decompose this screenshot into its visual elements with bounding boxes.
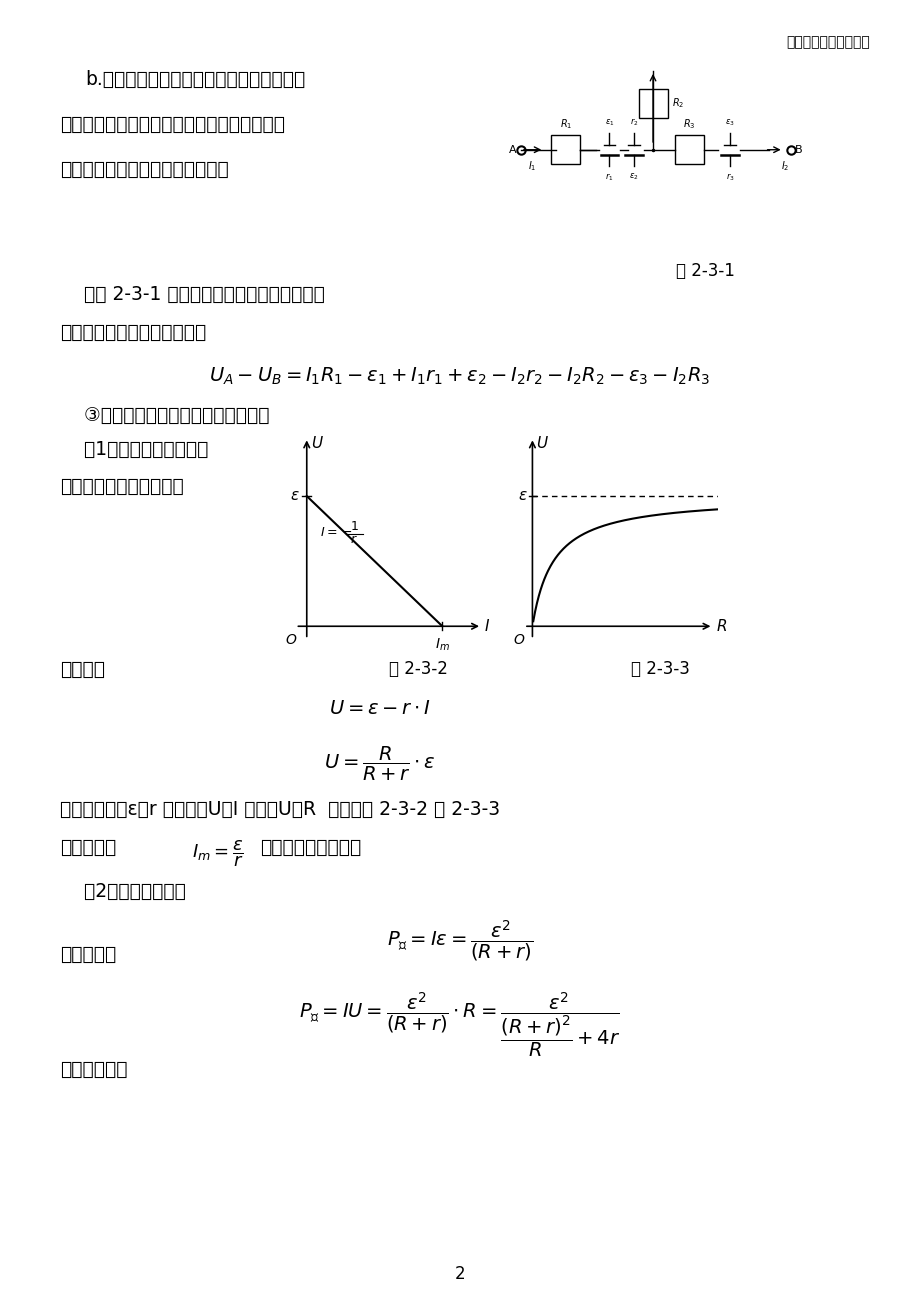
Text: $I_m = \dfrac{\varepsilon}{r}$: $I_m = \dfrac{\varepsilon}{r}$: [192, 838, 244, 868]
Bar: [674, 135, 703, 164]
Text: $R$: $R$: [715, 618, 726, 634]
Text: 2: 2: [454, 1266, 465, 1282]
Text: 如图 2-3-1 所示，对某电路的一部分，由一: 如图 2-3-1 所示，对某电路的一部分，由一: [60, 285, 324, 303]
Text: ③闭合电路欧姆定律和电源输出功率: ③闭合电路欧姆定律和电源输出功率: [60, 406, 269, 424]
Text: $I_2$: $I_2$: [780, 159, 789, 173]
Bar: [638, 89, 667, 117]
Text: 图 2-3-1: 图 2-3-1: [675, 262, 733, 280]
Text: 图 2-3-2: 图 2-3-2: [388, 660, 447, 678]
Text: $U$: $U$: [535, 435, 548, 450]
Text: 高中物理精品教案学案: 高中物理精品教案学案: [786, 35, 869, 49]
Text: 电源的功率: 电源的功率: [60, 945, 116, 963]
Text: 〈1〉闭合电路欧姆定律: 〈1〉闭合电路欧姆定律: [60, 440, 208, 460]
Text: $R_1$: $R_1$: [559, 117, 572, 130]
Text: $\varepsilon_3$: $\varepsilon_3$: [724, 117, 734, 129]
Text: 视为支路电阻）。反之，取正值。: 视为支路电阻）。反之，取正值。: [60, 160, 229, 178]
Text: $R_3$: $R_3$: [682, 117, 695, 130]
Text: $U$: $U$: [311, 435, 323, 450]
Text: $U = \varepsilon - r \cdot I$: $U = \varepsilon - r \cdot I$: [329, 700, 430, 717]
Text: $I_m$: $I_m$: [435, 637, 449, 654]
Text: $R_2$: $R_2$: [671, 96, 684, 111]
Text: $\varepsilon$: $\varepsilon$: [290, 490, 300, 503]
Text: $r_1$: $r_1$: [605, 171, 613, 182]
Text: A: A: [508, 145, 516, 155]
Text: 电源的电势降为电源电动势的负值（电源内阻: 电源的电势降为电源电动势的负值（电源内阻: [60, 115, 285, 134]
Text: B: B: [794, 145, 802, 155]
Text: $I$: $I$: [483, 618, 490, 634]
Text: ，为电源短路电流。: ，为电源短路电流。: [260, 838, 361, 857]
Bar: [550, 135, 580, 164]
Text: 对于确定电源ε、r 一定，则U－I 图线和U－R  图线如图 2-3-2 和 2-3-3: 对于确定电源ε、r 一定，则U－I 图线和U－R 图线如图 2-3-2 和 2-…: [60, 799, 500, 819]
Text: 〈2〉电源输出功率: 〈2〉电源输出功率: [60, 881, 186, 901]
Text: 闭合电路欧姆定律公式：: 闭合电路欧姆定律公式：: [60, 477, 184, 496]
Text: $\varepsilon_1$: $\varepsilon_1$: [604, 117, 614, 129]
Text: $r_2$: $r_2$: [630, 117, 638, 129]
Text: $P_{出} = IU = \dfrac{\varepsilon^2}{(R+r)} \cdot R = \dfrac{\varepsilon^2}{\dfra: $P_{出} = IU = \dfrac{\varepsilon^2}{(R+r…: [299, 990, 620, 1059]
Text: $O$: $O$: [513, 633, 525, 647]
Text: 路端电压: 路端电压: [60, 660, 105, 680]
Text: 段含源电路欧姆定律可求得：: 段含源电路欧姆定律可求得：: [60, 323, 206, 342]
Text: $r$: $r$: [350, 534, 357, 547]
Text: 所示。其中: 所示。其中: [60, 838, 116, 857]
Text: b.支路上电源电动势的方向和走向一致时，: b.支路上电源电动势的方向和走向一致时，: [85, 70, 305, 89]
Text: $\varepsilon_2$: $\varepsilon_2$: [629, 171, 639, 182]
Text: $U_A - U_B = I_1R_1 - \varepsilon_1 + I_1r_1 + \varepsilon_2 - I_2r_2 - I_2R_2 -: $U_A - U_B = I_1R_1 - \varepsilon_1 + I_…: [210, 366, 709, 387]
Text: $I_1$: $I_1$: [528, 159, 537, 173]
Text: $1$: $1$: [349, 519, 358, 533]
Text: $U = \dfrac{R}{R+r} \cdot \varepsilon$: $U = \dfrac{R}{R+r} \cdot \varepsilon$: [323, 745, 436, 783]
Text: $\varepsilon$: $\varepsilon$: [517, 490, 527, 503]
Text: $I = -$: $I = -$: [320, 526, 353, 539]
Text: 电源输出功率: 电源输出功率: [60, 1060, 128, 1079]
Text: $O$: $O$: [285, 633, 298, 647]
Text: 图 2-3-3: 图 2-3-3: [630, 660, 688, 678]
Text: $r_3$: $r_3$: [725, 171, 733, 182]
Text: $P_{源} = I\varepsilon = \dfrac{\varepsilon^2}{(R+r)}$: $P_{源} = I\varepsilon = \dfrac{\varepsil…: [387, 918, 532, 963]
